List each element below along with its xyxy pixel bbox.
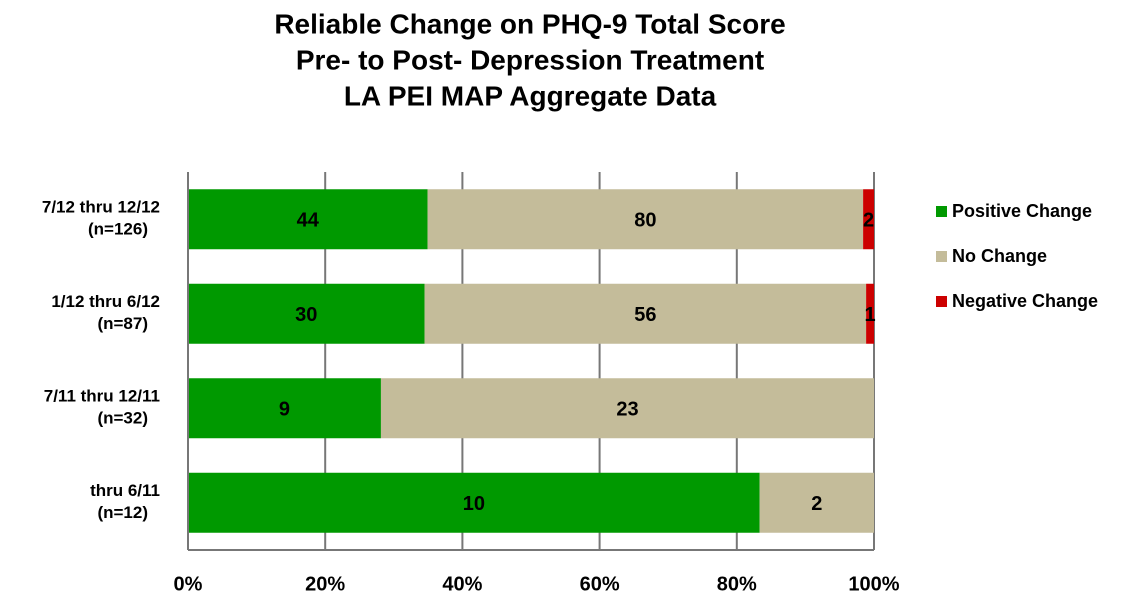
y-tick-label: 7/11 thru 12/11 (n=32): [44, 387, 160, 428]
legend-swatch: [936, 206, 947, 217]
bar-segment: [759, 472, 874, 533]
data-label: 10: [463, 493, 485, 515]
legend-swatch: [936, 251, 947, 262]
data-label: 2: [811, 493, 822, 515]
bar-segment: [380, 378, 874, 439]
data-label: 23: [616, 399, 638, 421]
x-tick-label: 20%: [305, 573, 345, 595]
bar-segment: [424, 283, 867, 344]
x-tick-label: 0%: [174, 573, 203, 595]
data-label: 56: [634, 304, 656, 326]
x-tick-label: 80%: [717, 573, 757, 595]
bar-segment: [188, 378, 381, 439]
y-tick-line: 7/11 thru 12/11: [44, 387, 160, 406]
y-tick-line: thru 6/11: [90, 481, 160, 500]
x-tick-label: 60%: [580, 573, 620, 595]
y-tick-label: 7/12 thru 12/12 (n=126): [42, 198, 160, 239]
y-tick-label: thru 6/11 (n=12): [90, 481, 160, 522]
bar-segment: [866, 283, 874, 344]
chart-title: LA PEI MAP Aggregate Data: [344, 80, 717, 111]
x-tick-label: 40%: [442, 573, 482, 595]
legend-label: Negative Change: [952, 291, 1098, 311]
data-label: 1: [864, 304, 875, 326]
bar-segment: [863, 189, 874, 250]
data-label: 9: [279, 399, 290, 421]
data-label: 2: [863, 210, 874, 232]
data-label: 80: [634, 210, 656, 232]
bar-segment: [427, 189, 864, 250]
chart-title: Pre- to Post- Depression Treatment: [296, 44, 764, 75]
legend-label: Positive Change: [952, 201, 1092, 221]
y-tick-line: (n=126): [88, 220, 148, 239]
y-tick-line: 1/12 thru 6/12: [51, 292, 160, 311]
bar-segment: [188, 472, 760, 533]
y-tick-line: (n=87): [97, 314, 148, 333]
x-tick-label: 100%: [848, 573, 899, 595]
legend-label: No Change: [952, 246, 1047, 266]
bar-segment: [188, 283, 425, 344]
y-tick-line: (n=12): [97, 503, 148, 522]
y-tick-label: 1/12 thru 6/12 (n=87): [51, 292, 160, 333]
y-tick-line: (n=32): [97, 409, 148, 428]
y-tick-line: 7/12 thru 12/12: [42, 198, 160, 217]
data-label: 30: [295, 304, 317, 326]
chart-title: Reliable Change on PHQ-9 Total Score: [274, 8, 785, 39]
legend-swatch: [936, 296, 947, 307]
bar-segment: [188, 189, 428, 250]
data-label: 44: [297, 210, 320, 232]
